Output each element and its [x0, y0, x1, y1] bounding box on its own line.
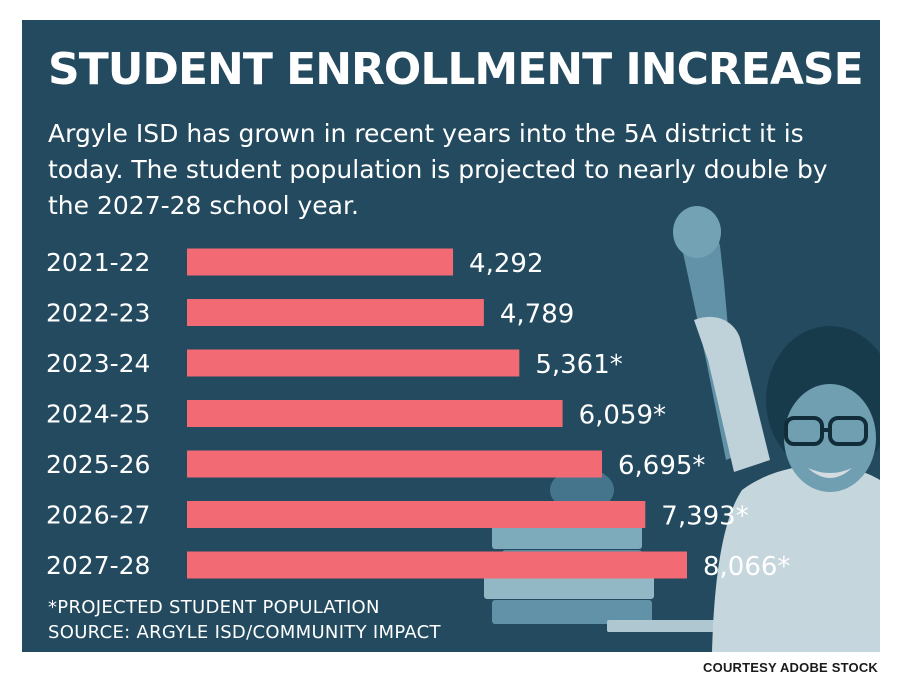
- value-label: 6,059*: [579, 401, 666, 431]
- value-label: 5,361*: [535, 350, 622, 380]
- projected-footnote: *PROJECTED STUDENT POPULATION: [48, 597, 380, 618]
- bar-2027-28: [187, 551, 687, 579]
- value-label: 6,695*: [618, 451, 705, 481]
- chart-title: STUDENT ENROLLMENT INCREASE: [48, 44, 864, 95]
- bar-2024-25: [187, 400, 563, 427]
- value-label: 4,789: [500, 300, 574, 330]
- enrollment-bar-chart: 2021-22 4,292 2022-23 4,789 2023-24 5,361* 202…: [46, 248, 790, 582]
- category-label: 2026-27: [46, 501, 150, 530]
- category-label: 2023-24: [46, 349, 150, 378]
- value-label: 4,292: [469, 249, 543, 279]
- source-line: SOURCE: ARGYLE ISD/COMMUNITY IMPACT: [48, 622, 441, 643]
- value-label: 8,066*: [703, 552, 790, 582]
- category-label: 2022-23: [46, 299, 150, 328]
- bar-2023-24: [187, 349, 520, 377]
- category-label: 2024-25: [46, 400, 150, 429]
- bar-2022-23: [187, 299, 484, 326]
- chart-subtitle: Argyle ISD has grown in recent years int…: [48, 119, 828, 220]
- bar-2026-27: [187, 501, 646, 528]
- footnote-block: *PROJECTED STUDENT POPULATION SOURCE: AR…: [48, 595, 441, 645]
- bar-2021-22: [187, 248, 454, 276]
- photo-credit: COURTESY ADOBE STOCK: [703, 660, 878, 675]
- category-label: 2027-28: [46, 551, 150, 580]
- bar-2025-26: [187, 450, 603, 478]
- infographic-panel: STUDENT ENROLLMENT INCREASE Argyle ISD h…: [22, 20, 880, 652]
- student-photo: [484, 206, 880, 652]
- value-label: 7,393*: [661, 502, 748, 532]
- category-label: 2025-26: [46, 450, 150, 479]
- category-label: 2021-22: [46, 248, 150, 277]
